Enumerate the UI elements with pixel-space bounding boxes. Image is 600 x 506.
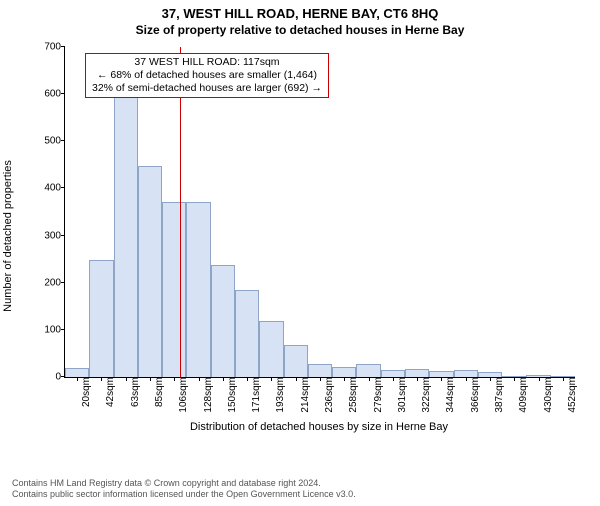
histogram-bar: [308, 364, 332, 377]
page-subtitle: Size of property relative to detached ho…: [0, 23, 600, 37]
x-tick-label: 171sqm: [247, 377, 262, 413]
x-tick-mark: [150, 377, 151, 381]
page-title: 37, WEST HILL ROAD, HERNE BAY, CT6 8HQ: [0, 6, 600, 21]
x-tick-label: 430sqm: [539, 377, 554, 413]
x-tick-label: 279sqm: [369, 377, 384, 413]
x-tick-mark: [271, 377, 272, 381]
x-tick-mark: [77, 377, 78, 381]
x-tick-mark: [199, 377, 200, 381]
x-tick-label: 387sqm: [490, 377, 505, 413]
annotation-line-1: 37 WEST HILL ROAD: 117sqm: [92, 56, 322, 69]
x-tick-mark: [466, 377, 467, 381]
histogram-bar: [89, 260, 113, 377]
x-tick-mark: [563, 377, 564, 381]
histogram-bar: [332, 367, 356, 377]
histogram-bar: [65, 368, 89, 377]
y-tick-mark: [61, 187, 65, 188]
y-axis-label: Number of detached properties: [2, 160, 14, 312]
x-tick-label: 106sqm: [174, 377, 189, 413]
histogram-bar: [405, 369, 429, 377]
plot-area: 37 WEST HILL ROAD: 117sqm ← 68% of detac…: [64, 47, 575, 378]
x-tick-label: 322sqm: [417, 377, 432, 413]
histogram-bar: [186, 202, 210, 377]
y-tick-label: 100: [33, 324, 65, 335]
x-tick-label: 409sqm: [514, 377, 529, 413]
y-tick-mark: [61, 46, 65, 47]
histogram-bar: [162, 202, 186, 377]
histogram-bar: [211, 265, 235, 377]
histogram-bar: [356, 364, 380, 377]
x-tick-mark: [490, 377, 491, 381]
x-tick-mark: [344, 377, 345, 381]
histogram-bar: [284, 345, 308, 377]
x-tick-mark: [296, 377, 297, 381]
x-tick-label: 452sqm: [563, 377, 578, 413]
y-tick-label: 400: [33, 183, 65, 194]
x-tick-mark: [101, 377, 102, 381]
y-tick-label: 300: [33, 230, 65, 241]
x-tick-label: 42sqm: [101, 377, 116, 407]
footer: Contains HM Land Registry data © Crown c…: [12, 478, 356, 500]
x-tick-label: 85sqm: [150, 377, 165, 407]
x-tick-mark: [539, 377, 540, 381]
chart-container: Number of detached properties 37 WEST HI…: [20, 41, 580, 431]
histogram-bar: [259, 321, 283, 377]
x-tick-label: 236sqm: [320, 377, 335, 413]
x-tick-label: 63sqm: [126, 377, 141, 407]
x-tick-mark: [320, 377, 321, 381]
y-tick-label: 700: [33, 42, 65, 53]
x-tick-mark: [441, 377, 442, 381]
y-tick-mark: [61, 376, 65, 377]
x-tick-mark: [393, 377, 394, 381]
histogram-bar: [454, 370, 478, 377]
histogram-bar: [381, 370, 405, 377]
x-tick-label: 193sqm: [271, 377, 286, 413]
annotation-line-3: 32% of semi-detached houses are larger (…: [92, 82, 322, 95]
y-tick-mark: [61, 329, 65, 330]
y-tick-mark: [61, 282, 65, 283]
x-tick-mark: [223, 377, 224, 381]
x-tick-label: 344sqm: [441, 377, 456, 413]
annotation-box: 37 WEST HILL ROAD: 117sqm ← 68% of detac…: [85, 53, 329, 98]
x-tick-mark: [247, 377, 248, 381]
x-tick-mark: [514, 377, 515, 381]
y-tick-label: 200: [33, 277, 65, 288]
histogram-bar: [114, 97, 138, 378]
x-tick-mark: [417, 377, 418, 381]
y-tick-label: 500: [33, 136, 65, 147]
y-tick-mark: [61, 140, 65, 141]
x-tick-label: 366sqm: [466, 377, 481, 413]
x-tick-label: 128sqm: [199, 377, 214, 413]
x-tick-mark: [174, 377, 175, 381]
annotation-line-2: ← 68% of detached houses are smaller (1,…: [92, 69, 322, 82]
y-tick-mark: [61, 93, 65, 94]
y-tick-mark: [61, 235, 65, 236]
histogram-bar: [138, 166, 162, 377]
x-tick-label: 214sqm: [296, 377, 311, 413]
histogram-bar: [235, 290, 259, 377]
x-tick-mark: [369, 377, 370, 381]
footer-line-1: Contains HM Land Registry data © Crown c…: [12, 478, 356, 489]
x-tick-label: 150sqm: [223, 377, 238, 413]
x-axis-label: Distribution of detached houses by size …: [64, 421, 574, 433]
y-tick-label: 0: [33, 372, 65, 383]
y-tick-label: 600: [33, 89, 65, 100]
x-tick-mark: [126, 377, 127, 381]
x-tick-label: 301sqm: [393, 377, 408, 413]
footer-line-2: Contains public sector information licen…: [12, 489, 356, 500]
x-tick-label: 258sqm: [344, 377, 359, 413]
x-tick-label: 20sqm: [77, 377, 92, 407]
